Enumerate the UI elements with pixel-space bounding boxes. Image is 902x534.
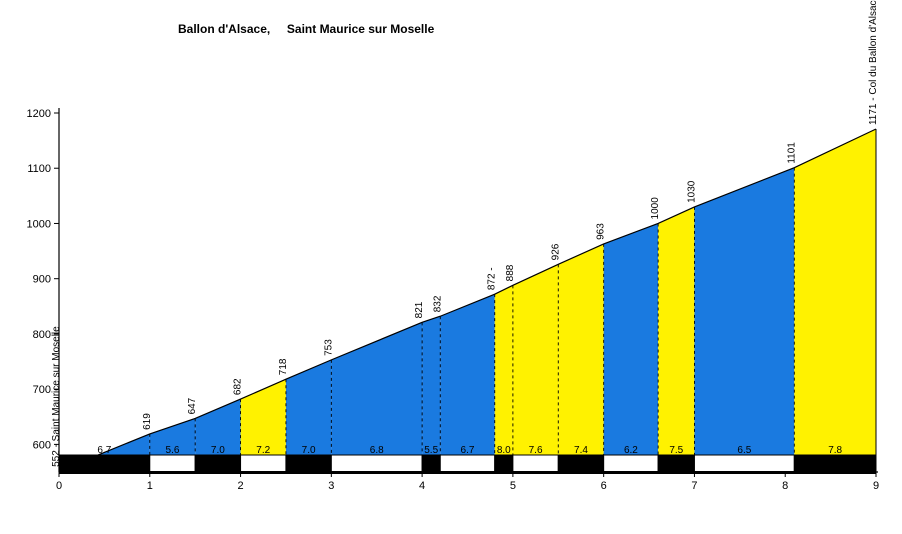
gradient-label: 7.6 <box>529 445 543 456</box>
gradient-label: 6.7 <box>97 445 111 456</box>
gradient-bar-segment <box>150 455 195 472</box>
y-tick-label: 800 <box>33 329 51 341</box>
chart-title: Ballon d'Alsace, Saint Maurice sur Mosel… <box>178 22 434 36</box>
y-tick-label: 900 <box>33 274 51 286</box>
altitude-label: 1101 <box>786 142 797 164</box>
x-tick-label: 4 <box>419 480 425 492</box>
gradient-bar-segment <box>513 455 558 472</box>
gradient-label: 7.0 <box>211 445 225 456</box>
gradient-bar-segment <box>331 455 422 472</box>
gradient-bar-segment <box>195 455 240 472</box>
y-tick-label: 1000 <box>27 218 51 230</box>
profile-segment <box>794 129 876 472</box>
x-tick-label: 7 <box>691 480 697 492</box>
x-tick-label: 5 <box>510 480 516 492</box>
altitude-label: 926 <box>550 243 561 260</box>
gradient-label: 7.8 <box>828 445 842 456</box>
altitude-label: 963 <box>596 223 607 240</box>
x-tick-label: 3 <box>328 480 334 492</box>
gradient-bar-segment <box>558 455 603 472</box>
gradient-label: 6.5 <box>737 445 751 456</box>
altitude-label: 753 <box>323 339 334 356</box>
altitude-label: 1000 <box>650 197 661 220</box>
altitude-label: 718 <box>278 358 289 375</box>
gradient-bar-segment <box>422 455 440 472</box>
altitude-label: 647 <box>187 397 198 414</box>
profile-segment <box>495 285 513 472</box>
altitude-label: 682 <box>233 378 244 395</box>
gradient-bar-segment <box>794 455 876 472</box>
gradient-label: 5.6 <box>166 445 180 456</box>
x-tick-label: 6 <box>601 480 607 492</box>
profile-segment <box>558 244 603 472</box>
altitude-label: 821 <box>414 301 425 318</box>
profile-segment <box>658 207 694 472</box>
profile-segment <box>513 264 558 472</box>
place-label: 1171 - Col du Ballon d'Alsace <box>868 0 879 125</box>
x-tick-label: 9 <box>873 480 879 492</box>
gradient-label: 6.7 <box>461 445 475 456</box>
altitude-label: 888 <box>505 264 516 281</box>
altitude-label: 1030 <box>686 180 697 203</box>
y-tick-label: 1100 <box>27 163 51 175</box>
gradient-bar-segment <box>658 455 694 472</box>
profile-segment <box>604 223 658 472</box>
x-tick-label: 8 <box>782 480 788 492</box>
gradient-bar-segment <box>59 455 150 472</box>
gradient-bar-segment <box>286 455 331 472</box>
altitude-label: 619 <box>142 413 153 430</box>
gradient-bar-segment <box>604 455 658 472</box>
gradient-label: 7.4 <box>574 445 588 456</box>
gradient-bar-segment <box>440 455 494 472</box>
profile-segment <box>694 168 794 472</box>
gradient-label: 6.8 <box>370 445 384 456</box>
place-label: 552 - Saint Maurice sur Moselle <box>51 326 62 467</box>
gradient-label: 7.2 <box>256 445 270 456</box>
x-tick-label: 0 <box>56 480 62 492</box>
x-tick-label: 1 <box>147 480 153 492</box>
elevation-profile-chart: 6.7 5.6 7.0 7.2 7.0 6.8 5.5 6.7 8.0 7.6 7.4 6.2 7.5 6… <box>0 0 902 534</box>
gradient-bar-segment <box>694 455 794 472</box>
gradient-label: 8.0 <box>497 445 511 456</box>
gradient-label: 7.5 <box>669 445 683 456</box>
y-tick-label: 1200 <box>27 108 51 120</box>
gradient-label: 7.0 <box>302 445 316 456</box>
x-tick-label: 2 <box>237 480 243 492</box>
gradient-bar-segment <box>495 455 513 472</box>
y-tick-label: 700 <box>33 384 51 396</box>
gradient-label: 6.2 <box>624 445 638 456</box>
gradient-bar-segment <box>241 455 286 472</box>
altitude-label: 832 <box>432 295 443 312</box>
y-tick-label: 600 <box>33 439 51 451</box>
altitude-label: 872 - <box>487 267 498 290</box>
gradient-label: 5.5 <box>424 445 438 456</box>
